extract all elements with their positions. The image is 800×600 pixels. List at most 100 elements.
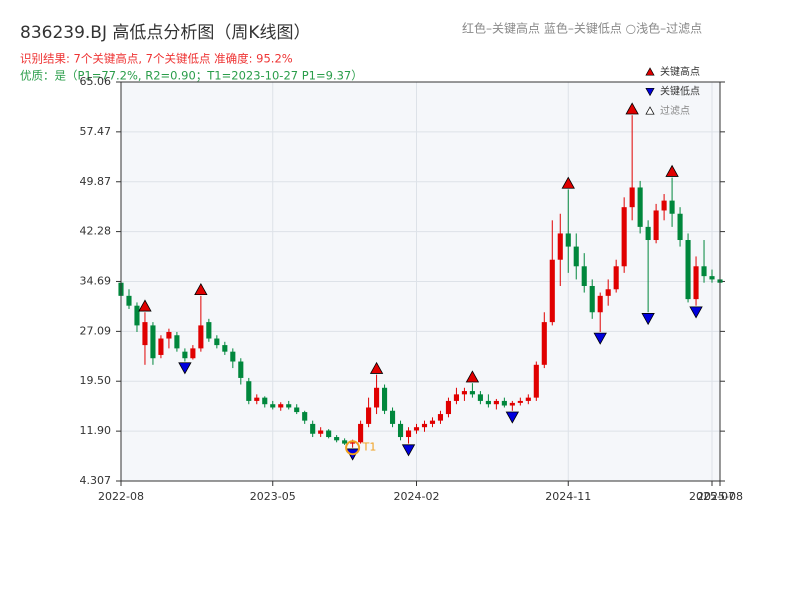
candle-body (541, 322, 547, 365)
candle-body (366, 407, 372, 424)
candle-body (573, 246, 579, 267)
candle-body (629, 187, 635, 208)
candle-body (230, 351, 236, 362)
candle-body (445, 400, 452, 415)
key-point (194, 283, 208, 296)
candle-body (126, 295, 132, 306)
candle-body (270, 404, 276, 408)
legend-marker (645, 87, 655, 97)
candle-body (334, 437, 340, 441)
candle-body (182, 351, 188, 359)
candle-body (701, 266, 707, 277)
candle-body (653, 210, 659, 241)
candle-body (342, 440, 348, 444)
candle-body (549, 259, 555, 323)
legend-marker (645, 67, 655, 76)
key-point (561, 176, 575, 189)
x-tick-label: 2025-07 (689, 490, 735, 503)
y-tick-label: 34.69 (80, 274, 112, 287)
candle-body (469, 391, 475, 395)
candle-body (661, 200, 667, 211)
subtitle: 识别结果: 7个关键高点, 7个关键低点 准确度: 95.2% (20, 52, 293, 66)
candle-body (621, 207, 627, 267)
candle-body (382, 387, 388, 411)
candle-body (477, 394, 483, 401)
quality-note: 优质：是（P1=77.2%, R2=0.90；T1=2023-10-27 P1=… (20, 69, 363, 83)
candle-body (262, 397, 268, 405)
candle-body (350, 442, 356, 444)
candle-body (150, 325, 156, 359)
y-tick-label: 4.307 (80, 474, 112, 487)
key-point (505, 411, 520, 424)
y-tick-label: 27.09 (80, 324, 112, 337)
candle-body (134, 305, 140, 326)
candle-body (397, 423, 404, 438)
candle-body (421, 423, 428, 428)
candle-body (374, 387, 380, 408)
candle-body (613, 266, 619, 290)
candle-body (437, 414, 444, 421)
candle-body (693, 266, 699, 300)
key-point (401, 444, 416, 457)
x-tick-label: 2024-02 (394, 490, 440, 503)
y-tick-label: 49.87 (80, 175, 112, 188)
candle-body (685, 240, 691, 300)
key-point (369, 361, 384, 374)
x-tick-label: 2022-08 (98, 490, 144, 503)
candle-body (246, 381, 252, 401)
plot-frame (120, 81, 721, 482)
legend-marker (645, 106, 655, 115)
key-point (625, 102, 639, 115)
x-tick-label: 2023-05 (250, 490, 296, 503)
candle-body (581, 266, 587, 286)
candle-body (509, 402, 515, 406)
candle-body (709, 276, 715, 280)
candle-body (142, 322, 148, 346)
candle-body (565, 233, 571, 247)
candle-body (517, 400, 523, 403)
candle-body (557, 233, 563, 260)
candle-body (461, 391, 467, 395)
candle-body (605, 289, 611, 296)
key-point (665, 164, 679, 177)
candle-body (525, 397, 531, 401)
key-point (641, 313, 655, 326)
candle-body (429, 420, 436, 424)
candle-body (533, 364, 539, 398)
candle-body (294, 407, 300, 413)
y-tick-label: 65.06 (80, 75, 112, 88)
candle-body (238, 361, 244, 378)
candle-body (254, 397, 260, 401)
y-tick-label: 42.28 (80, 225, 112, 238)
candle-body (326, 430, 332, 438)
candle-body (190, 348, 196, 359)
candle-body (318, 430, 324, 434)
legend-label: 关键高点 (660, 65, 700, 78)
candle-body (198, 325, 204, 349)
annotation-label: T1 (362, 441, 377, 454)
candle-body (485, 400, 491, 405)
y-tick-label: 11.90 (80, 424, 112, 437)
candle-body (302, 412, 308, 421)
candle-body (166, 331, 172, 339)
legend-label: 关键低点 (660, 85, 700, 98)
x-tick-label: 2025-08 (697, 490, 743, 503)
key-point (178, 362, 192, 375)
key-point (593, 332, 607, 345)
candle-body (214, 338, 220, 346)
candle-body (589, 285, 595, 313)
candle-body (174, 335, 180, 349)
candle-body (669, 200, 675, 214)
candle-body (310, 423, 316, 434)
candle-body (278, 404, 284, 408)
candle-body (405, 430, 412, 438)
candle-body (206, 322, 212, 339)
y-tick-label: 57.47 (80, 125, 112, 138)
key-point (465, 370, 480, 383)
candle-body (493, 400, 499, 405)
y-tick-label: 19.50 (80, 374, 112, 387)
candle-body (597, 295, 603, 313)
candle-body (453, 394, 459, 401)
key-point (138, 299, 152, 312)
